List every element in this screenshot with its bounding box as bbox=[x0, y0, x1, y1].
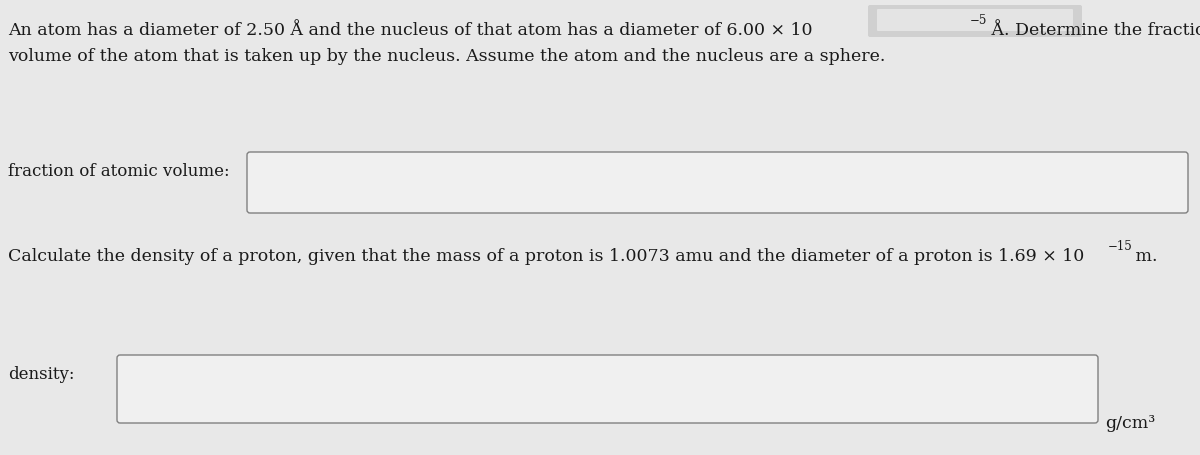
Text: density:: density: bbox=[8, 366, 74, 383]
Text: m.: m. bbox=[1130, 248, 1158, 265]
FancyBboxPatch shape bbox=[868, 5, 1082, 37]
Text: fraction of atomic volume:: fraction of atomic volume: bbox=[8, 163, 229, 180]
Text: Calculate the density of a proton, given that the mass of a proton is 1.0073 amu: Calculate the density of a proton, given… bbox=[8, 248, 1085, 265]
Text: −15: −15 bbox=[1108, 240, 1133, 253]
Text: −5: −5 bbox=[970, 14, 988, 27]
FancyBboxPatch shape bbox=[247, 152, 1188, 213]
FancyBboxPatch shape bbox=[877, 9, 1073, 31]
Text: volume of the atom that is taken up by the nucleus. Assume the atom and the nucl: volume of the atom that is taken up by t… bbox=[8, 48, 886, 65]
Text: An atom has a diameter of 2.50 Å and the nucleus of that atom has a diameter of : An atom has a diameter of 2.50 Å and the… bbox=[8, 22, 812, 39]
Text: Å. Determine the fraction of the: Å. Determine the fraction of the bbox=[986, 22, 1200, 39]
Text: g/cm³: g/cm³ bbox=[1105, 415, 1156, 432]
FancyBboxPatch shape bbox=[118, 355, 1098, 423]
